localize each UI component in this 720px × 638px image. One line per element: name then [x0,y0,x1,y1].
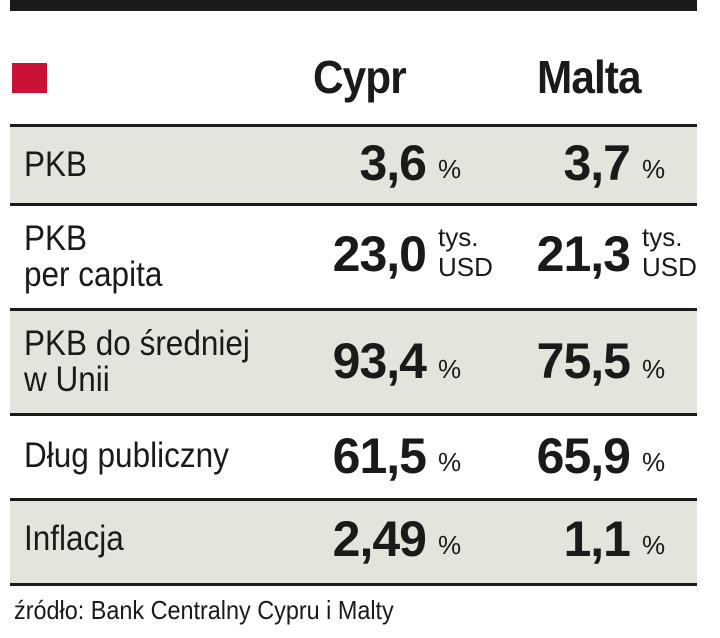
value-malta-pkb-eu-average: 75,5 [536,333,631,389]
value-malta-pkb-per-capita: 21,3 [536,226,631,282]
row-label-pkb-per-capita-line2: per capita [24,255,163,294]
column-header-cypr: Cypr [313,51,407,103]
row-divider [10,308,697,311]
value-cypr-pkb: 3,6 [359,135,427,191]
table-row-pkb-per-capita: PKB per capita 23,0 tys. USD 21,3 tys. U… [10,206,697,308]
row-label-public-debt: Dług publiczny [24,436,229,475]
table-header: Cypr Malta [10,11,697,124]
unit-malta-pkb: % [642,154,666,184]
unit-malta-public-debt: % [642,447,666,477]
value-cypr-pkb-per-capita: 23,0 [332,226,427,282]
unit-malta-pkb-per-capita-line2: USD [642,252,697,282]
unit-cypr-pkb: % [438,154,462,184]
row-label-pkb-per-capita-line1: PKB [24,219,88,258]
row-label-pkb-eu-average-line2: w Unii [24,360,110,399]
value-cypr-inflation: 2,49 [332,511,427,567]
value-malta-pkb: 3,7 [563,135,631,191]
value-cypr-pkb-eu-average: 93,4 [332,333,427,389]
value-malta-inflation: 1,1 [563,511,631,567]
unit-malta-pkb-per-capita-line1: tys. [642,222,683,252]
data-table: Cypr Malta PKB 3,6 % 3,7 % PKB per capit… [10,0,697,586]
column-header-malta: Malta [537,51,642,103]
row-label-pkb-eu-average-line1: PKB do średniej [24,324,250,363]
row-label-inflation: Inflacja [24,519,124,558]
unit-cypr-pkb-per-capita-line1: tys. [438,222,479,252]
red-square-marker [12,63,47,93]
unit-cypr-public-debt: % [438,447,462,477]
bottom-rule [10,583,697,586]
table-row-pkb-eu-average: PKB do średniej w Unii 93,4 % 75,5 % [10,311,697,413]
row-divider [10,203,697,206]
table-row-pkb: PKB 3,6 % 3,7 % [10,127,697,203]
value-malta-public-debt: 65,9 [536,428,631,484]
unit-malta-pkb-eu-average: % [642,354,666,384]
row-label-pkb: PKB [24,145,88,184]
row-divider [10,124,697,127]
table-row-public-debt: Dług publiczny 61,5 % 65,9 % [10,416,697,498]
unit-cypr-pkb-eu-average: % [438,354,462,384]
unit-malta-inflation: % [642,530,666,560]
row-divider [10,413,697,416]
row-divider [10,498,697,501]
top-rule [10,0,697,11]
source-note: źródło: Bank Centralny Cypru i Malty [14,595,394,625]
unit-cypr-pkb-per-capita-line2: USD [438,252,493,282]
value-cypr-public-debt: 61,5 [332,428,427,484]
table-row-inflation: Inflacja 2,49 % 1,1 % [10,501,697,583]
unit-cypr-inflation: % [438,530,462,560]
